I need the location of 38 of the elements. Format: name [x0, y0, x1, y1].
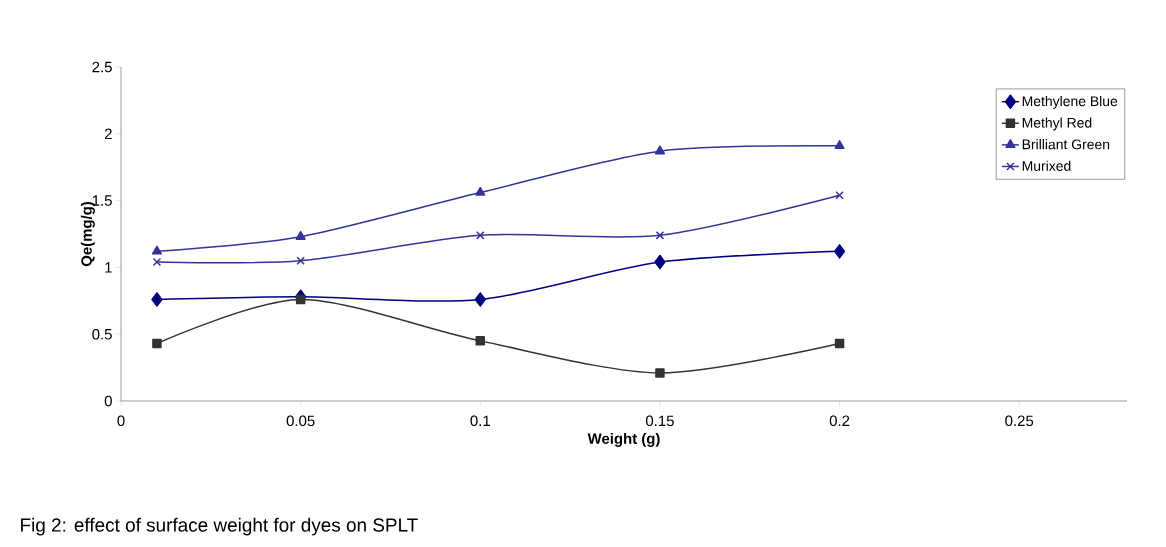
caption: Fig 2: effect of surface weight for dyes on SPLT: [21, 517, 418, 536]
point: [152, 257, 162, 267]
x-tick-label: 0.15: [645, 415, 674, 427]
point: [655, 368, 665, 378]
y-tick-label: 2.5: [92, 61, 112, 73]
x-axis-title: Weight (g): [587, 432, 660, 447]
y-axis-title: Qe(mg/g): [80, 201, 95, 267]
point: [295, 230, 306, 240]
point: [151, 292, 163, 307]
legend-label: Brilliant Green: [1022, 139, 1110, 150]
point: [834, 140, 845, 150]
x-tick-label: 0.05: [286, 415, 315, 427]
legend-label: Methyl Red: [1022, 117, 1092, 131]
point: [152, 338, 162, 349]
legend-label: Murixed: [1022, 160, 1071, 171]
point: [655, 231, 665, 240]
point: [654, 145, 666, 155]
point: [476, 231, 485, 240]
point: [475, 186, 486, 196]
x-tick-label: 0: [117, 415, 125, 427]
point: [475, 336, 486, 346]
x-tick-label: 0.2: [829, 415, 850, 427]
legend-label: Methylene Blue: [1022, 95, 1118, 109]
point: [474, 292, 486, 307]
point: [296, 256, 305, 265]
y-tick-label: 1.5: [92, 195, 112, 206]
point: [833, 244, 846, 259]
point: [834, 338, 845, 349]
point: [654, 254, 666, 270]
y-tick-label: 1: [105, 262, 112, 273]
y-tick-label: 0: [104, 395, 112, 407]
y-tick-label: 2: [104, 128, 112, 139]
point: [295, 294, 306, 305]
x-tick-label: 0.25: [1005, 415, 1034, 427]
point: [151, 245, 163, 255]
y-tick-label: 0.5: [92, 328, 112, 340]
x-tick-label: 0.1: [470, 415, 490, 427]
point: [835, 190, 844, 200]
